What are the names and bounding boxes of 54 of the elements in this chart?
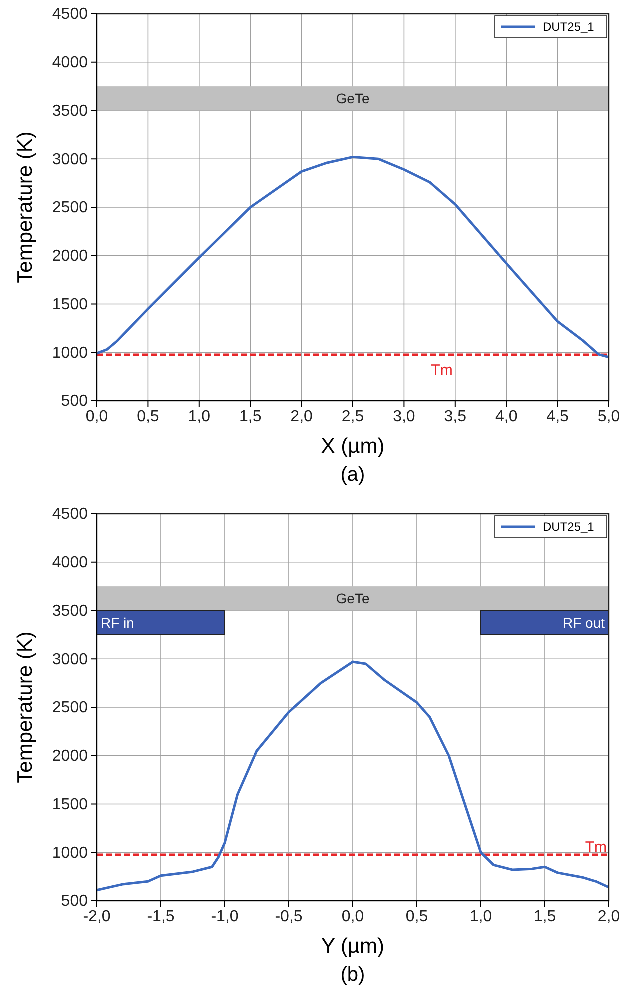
- x-tick-label: 4,5: [546, 408, 570, 426]
- line-series: [96, 156, 610, 359]
- y-tick-label: 500: [61, 393, 88, 410]
- y-tick-label: 2000: [52, 748, 88, 765]
- x-tick-label: 5,0: [598, 408, 620, 426]
- ref-line-label: Tm: [431, 362, 453, 380]
- y-tick-label: 500: [61, 893, 88, 910]
- y-tick-label: 3500: [52, 602, 88, 620]
- legend-label: DUT25_1: [543, 520, 595, 534]
- legend-label: DUT25_1: [543, 20, 595, 34]
- y-axis-title: Temperature (K): [14, 132, 37, 284]
- band-label: RF out: [562, 614, 606, 631]
- line-series: [96, 660, 610, 892]
- y-tick-label: 3000: [52, 651, 88, 668]
- x-tick-label: 0,5: [137, 408, 160, 426]
- x-tick-label: 1,5: [239, 408, 262, 426]
- y-tick-label: 1500: [52, 296, 88, 314]
- x-tick-label: 2,0: [290, 408, 314, 426]
- y-tick-label: 2000: [52, 248, 88, 265]
- y-tick-label: 1000: [52, 844, 88, 862]
- text: (b): [340, 964, 366, 986]
- x-tick-label: -0,5: [275, 908, 303, 926]
- x-tick-label: 4,0: [495, 408, 518, 426]
- y-tick-label: 4000: [52, 554, 88, 572]
- y-axis-title: Temperature (K): [14, 632, 37, 784]
- y-tick-label: 3500: [52, 102, 88, 120]
- x-tick-label: -2,0: [83, 908, 111, 926]
- text: (a): [340, 464, 366, 486]
- band-label: GeTe: [336, 90, 370, 107]
- y-tick-label: 4000: [52, 54, 88, 72]
- x-tick-label: -1,5: [147, 908, 175, 926]
- x-tick-label: 3,0: [393, 408, 416, 426]
- band-label: RF in: [101, 614, 134, 631]
- y-tick-label: 2500: [52, 200, 88, 217]
- x-tick-label: 0,5: [406, 908, 428, 926]
- x-tick-label: 1,0: [188, 408, 211, 426]
- x-tick-label: 2,0: [598, 908, 620, 926]
- x-tick-label: 3,5: [444, 408, 467, 426]
- y-tick-label: 1000: [52, 344, 88, 362]
- y-tick-label: 1500: [52, 796, 88, 814]
- y-tick-label: 4500: [52, 506, 88, 524]
- x-tick-label: 1,0: [470, 908, 492, 926]
- y-tick-label: 3000: [52, 151, 88, 168]
- x-tick-label: -1,0: [211, 908, 239, 926]
- y-tick-label: 2500: [52, 700, 88, 717]
- y-tick-label: 4500: [52, 6, 88, 24]
- x-axis-title: Y (µm): [321, 935, 385, 958]
- x-tick-label: 0,0: [342, 908, 364, 926]
- band-label: GeTe: [336, 590, 370, 607]
- x-axis-title: X (µm): [321, 435, 385, 458]
- x-tick-label: 2,5: [342, 408, 364, 426]
- ref-line-label: Tm: [585, 839, 607, 856]
- x-tick-label: 0,0: [86, 408, 108, 426]
- x-tick-label: 1,5: [534, 908, 556, 926]
